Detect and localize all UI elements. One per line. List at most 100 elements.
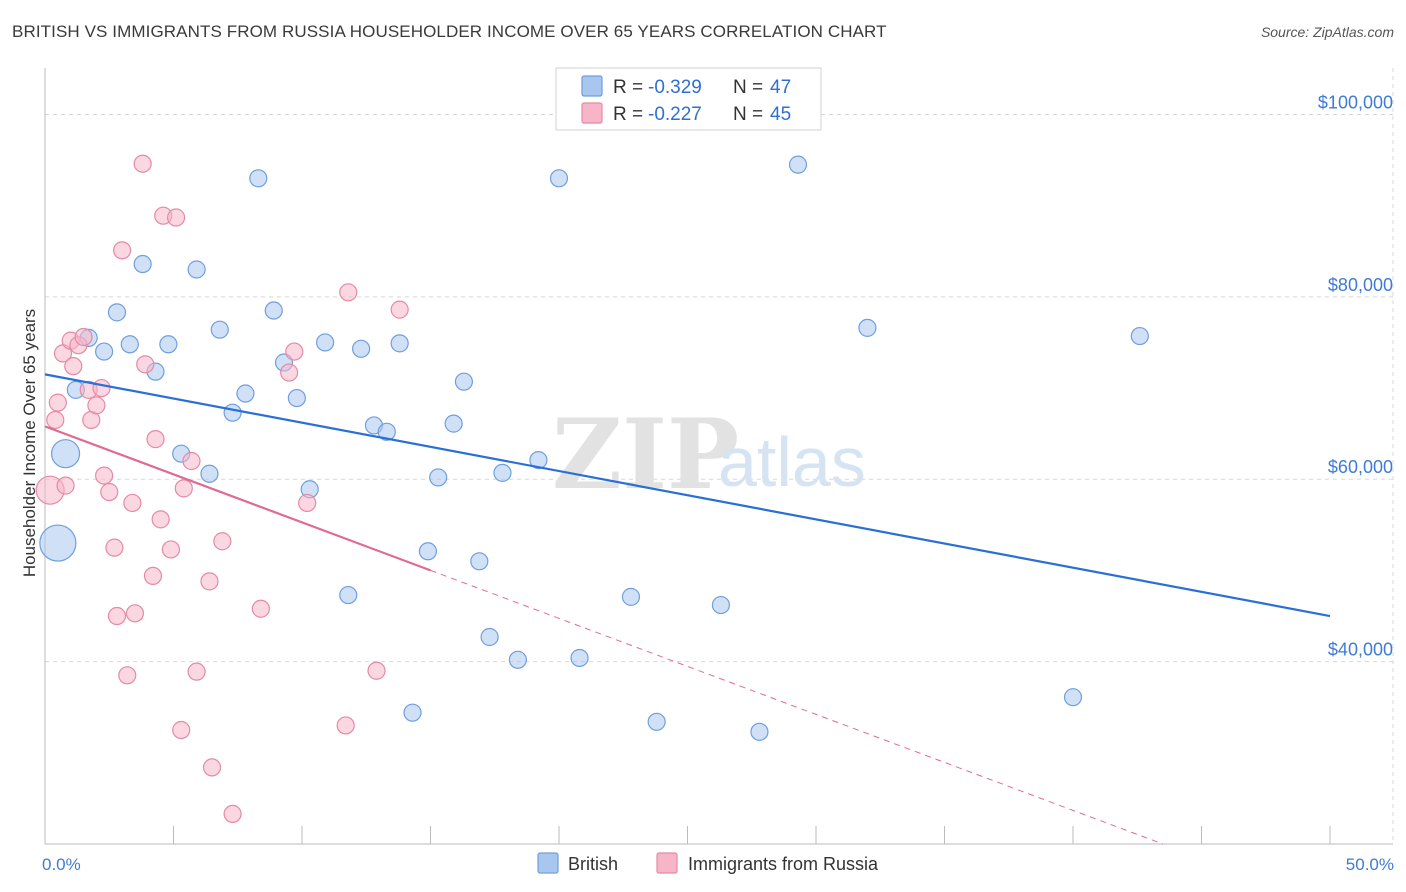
point-russia-29 bbox=[172, 720, 191, 740]
point-british-22 bbox=[339, 585, 358, 605]
trend-line-extension-russia bbox=[430, 569, 1164, 845]
point-russia-44 bbox=[390, 300, 409, 319]
point-russia-32 bbox=[187, 662, 206, 681]
correlation-legend: R = -0.329 N = 47 R = -0.227 N = 45 bbox=[555, 67, 822, 131]
point-british-28 bbox=[418, 542, 438, 561]
point-russia-40 bbox=[298, 493, 317, 513]
point-british-13 bbox=[210, 320, 229, 339]
point-british-23 bbox=[352, 339, 371, 358]
series-legend: British Immigrants from Russia bbox=[537, 852, 879, 874]
point-british-29 bbox=[429, 468, 448, 487]
point-british-19 bbox=[287, 388, 306, 408]
point-british-9 bbox=[159, 335, 178, 354]
y-axis-label: Householder Income Over 65 years bbox=[20, 309, 39, 577]
point-russia-31 bbox=[182, 451, 201, 471]
point-russia-43 bbox=[367, 661, 386, 680]
point-russia-1 bbox=[46, 410, 65, 430]
point-russia-34 bbox=[202, 758, 222, 777]
point-russia-14 bbox=[100, 482, 119, 502]
y-tick-label-0: $40,000 bbox=[1328, 640, 1393, 660]
point-russia-28 bbox=[166, 208, 186, 227]
point-british-37 bbox=[549, 169, 569, 188]
point-british-21 bbox=[316, 333, 335, 352]
point-british-40 bbox=[647, 712, 666, 731]
point-british-32 bbox=[470, 552, 489, 571]
point-russia-22 bbox=[136, 355, 155, 374]
point-british-1 bbox=[50, 439, 81, 469]
point-british-44 bbox=[858, 318, 877, 337]
point-british-38 bbox=[570, 648, 589, 668]
point-russia-6 bbox=[64, 357, 83, 376]
point-british-7 bbox=[133, 254, 152, 274]
legend-swatch-british bbox=[581, 75, 603, 97]
point-british-43 bbox=[788, 155, 808, 174]
point-british-17 bbox=[264, 301, 283, 320]
y-tick-label-3: $100,000 bbox=[1318, 92, 1393, 112]
point-russia-39 bbox=[285, 342, 304, 361]
point-russia-41 bbox=[336, 716, 355, 735]
point-russia-8 bbox=[74, 327, 93, 347]
point-british-36 bbox=[529, 450, 548, 470]
point-british-34 bbox=[493, 463, 512, 482]
point-russia-36 bbox=[223, 804, 242, 824]
axes bbox=[44, 68, 1393, 845]
watermark-zip: ZIP bbox=[552, 398, 739, 511]
point-russia-2 bbox=[48, 393, 67, 412]
trend-line-russia bbox=[44, 425, 431, 572]
point-russia-19 bbox=[123, 493, 142, 513]
legend-r-label-russia: R = bbox=[613, 104, 643, 125]
legend-n-label-british: N = bbox=[733, 77, 763, 98]
point-british-14 bbox=[223, 403, 242, 422]
series-legend-label-russia: Immigrants from Russia bbox=[688, 854, 879, 874]
point-british-6 bbox=[120, 335, 139, 354]
y-tick-label-2: $80,000 bbox=[1328, 275, 1393, 295]
x-tick-label-1: 50.0% bbox=[1346, 855, 1394, 874]
point-british-33 bbox=[480, 627, 499, 647]
point-british-25 bbox=[377, 422, 396, 441]
data-points bbox=[35, 154, 1149, 824]
point-russia-4 bbox=[56, 476, 75, 495]
point-russia-24 bbox=[146, 430, 165, 449]
point-russia-13 bbox=[95, 466, 114, 485]
chart-source: Source: ZipAtlas.com bbox=[1260, 24, 1394, 40]
point-russia-33 bbox=[200, 572, 219, 591]
point-russia-18 bbox=[118, 666, 137, 685]
tick-labels: $40,000 $60,000 $80,000 $100,000 0.0% 50.0% bbox=[42, 92, 1394, 874]
point-russia-15 bbox=[105, 538, 124, 557]
point-british-35 bbox=[508, 650, 527, 669]
y-tick-label-1: $60,000 bbox=[1328, 457, 1393, 477]
point-russia-21 bbox=[133, 154, 152, 173]
point-russia-42 bbox=[339, 283, 358, 302]
series-legend-swatch-british bbox=[537, 852, 559, 874]
legend-r-label-british: R = bbox=[613, 77, 643, 98]
point-british-39 bbox=[621, 587, 641, 606]
point-british-0 bbox=[39, 524, 77, 562]
legend-n-value-british: 47 bbox=[770, 77, 791, 98]
point-british-27 bbox=[403, 703, 422, 722]
point-british-26 bbox=[390, 334, 409, 353]
point-russia-35 bbox=[213, 532, 232, 551]
point-british-46 bbox=[1130, 326, 1149, 346]
chart-title: BRITISH VS IMMIGRANTS FROM RUSSIA HOUSEH… bbox=[12, 22, 887, 41]
legend-n-label-russia: N = bbox=[733, 104, 763, 125]
point-british-45 bbox=[1063, 688, 1083, 707]
point-russia-27 bbox=[161, 540, 181, 559]
x-tick-label-0: 0.0% bbox=[42, 855, 81, 874]
point-british-15 bbox=[236, 384, 255, 403]
point-british-16 bbox=[249, 169, 268, 188]
trend-line-british bbox=[44, 373, 1331, 618]
point-british-5 bbox=[107, 303, 127, 322]
point-russia-12 bbox=[92, 378, 111, 398]
series-legend-label-british: British bbox=[568, 854, 618, 874]
point-russia-37 bbox=[251, 599, 270, 618]
point-british-30 bbox=[444, 414, 463, 433]
point-british-41 bbox=[711, 595, 731, 615]
point-russia-16 bbox=[107, 606, 127, 626]
point-russia-23 bbox=[143, 566, 163, 586]
point-russia-11 bbox=[87, 396, 106, 415]
point-russia-25 bbox=[151, 510, 170, 529]
point-russia-17 bbox=[112, 241, 132, 260]
trend-lines bbox=[44, 373, 1331, 845]
series-legend-swatch-russia bbox=[656, 852, 678, 874]
